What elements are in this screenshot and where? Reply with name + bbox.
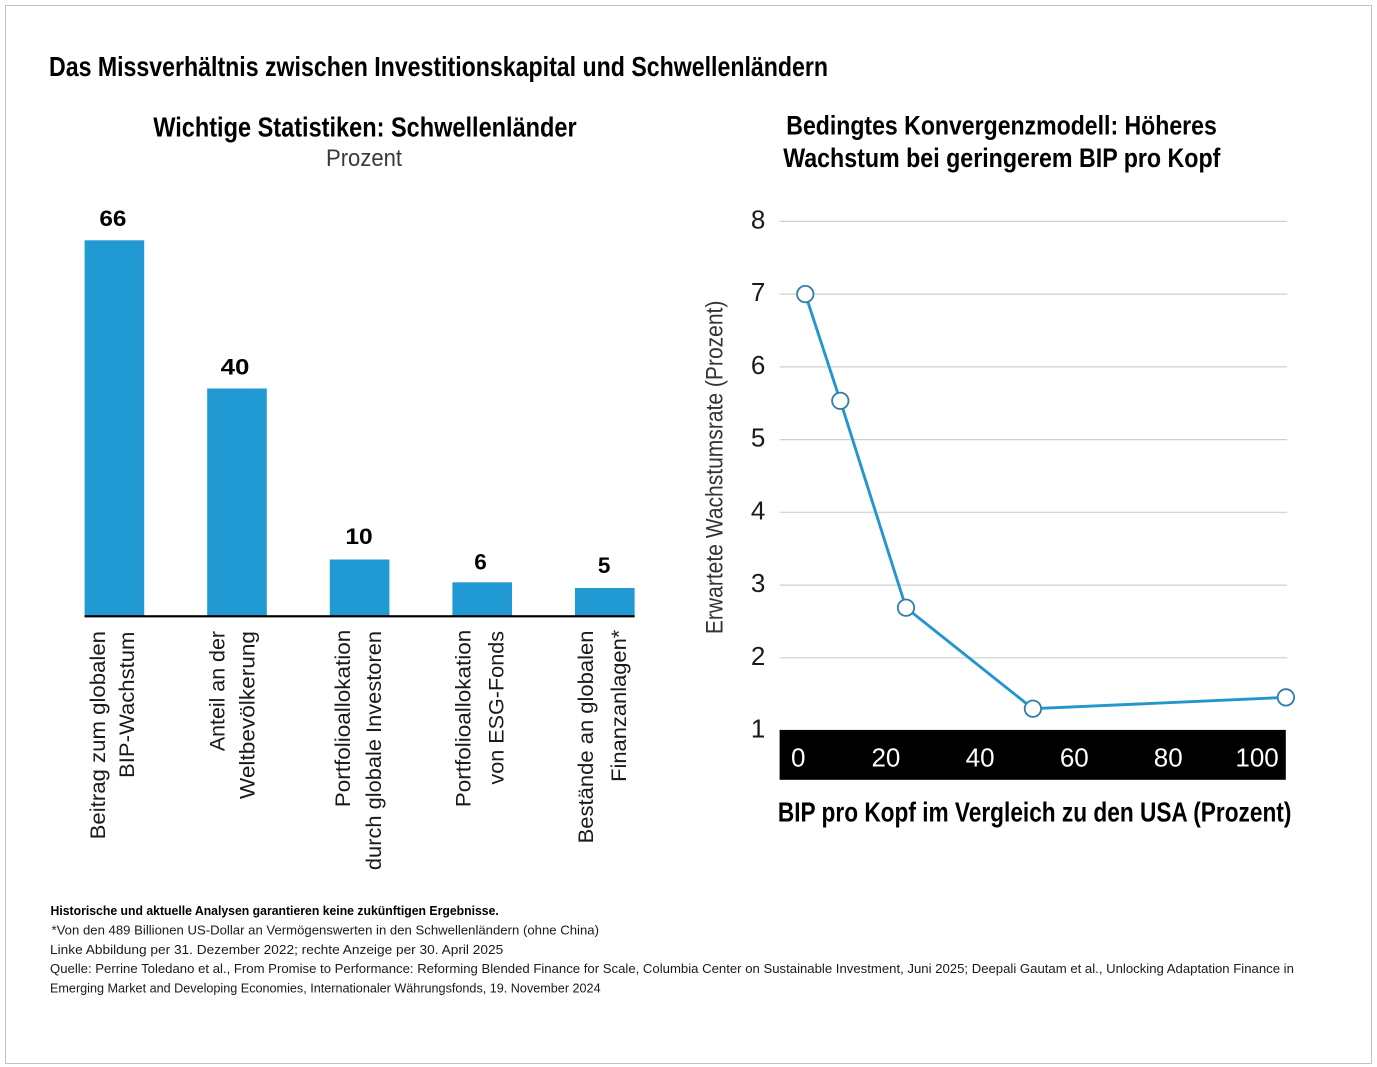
svg-text:Weltbevölkerung: Weltbevölkerung — [237, 631, 260, 799]
svg-text:durch globale Investoren: durch globale Investoren — [363, 631, 386, 870]
svg-text:3: 3 — [751, 568, 765, 598]
svg-text:5: 5 — [751, 423, 765, 453]
svg-text:Portfolioallokation: Portfolioallokation — [452, 630, 475, 808]
svg-text:Erwartete Wachstumsrate (Proze: Erwartete Wachstumsrate (Prozent) — [702, 301, 729, 635]
svg-text:2: 2 — [751, 641, 765, 671]
svg-text:Linke Abbildung per 31. Dezemb: Linke Abbildung per 31. Dezember 2022; r… — [50, 942, 503, 957]
svg-text:*Von den 489 Billionen US-Doll: *Von den 489 Billionen US-Dollar an Verm… — [52, 922, 600, 937]
svg-text:8: 8 — [751, 204, 765, 234]
svg-text:40: 40 — [966, 742, 995, 772]
svg-text:100: 100 — [1235, 742, 1278, 772]
svg-text:10: 10 — [345, 524, 372, 549]
svg-text:Historische und aktuelle Analy: Historische und aktuelle Analysen garant… — [51, 903, 499, 918]
svg-text:5: 5 — [598, 553, 611, 578]
svg-text:Emerging Market and Developing: Emerging Market and Developing Economies… — [50, 981, 601, 996]
svg-text:Prozent: Prozent — [326, 145, 402, 172]
svg-text:Beitrag zum globalen: Beitrag zum globalen — [87, 631, 110, 839]
svg-text:Bestände an globalen: Bestände an globalen — [575, 631, 598, 844]
svg-text:Bedingtes Konvergenzmodell: Hö: Bedingtes Konvergenzmodell: Höheres — [786, 111, 1217, 141]
svg-text:Anteil an der: Anteil an der — [207, 631, 230, 751]
svg-text:4: 4 — [751, 495, 765, 525]
svg-text:BIP pro Kopf im Vergleich zu d: BIP pro Kopf im Vergleich zu den USA (Pr… — [778, 797, 1292, 828]
svg-text:BIP-Wachstum: BIP-Wachstum — [116, 632, 139, 778]
svg-text:6: 6 — [751, 350, 765, 380]
svg-text:Portfolioallokation: Portfolioallokation — [332, 630, 355, 808]
svg-text:20: 20 — [871, 742, 900, 772]
svg-text:Das Missverhältnis zwischen In: Das Missverhältnis zwischen Investitions… — [49, 51, 828, 82]
svg-text:7: 7 — [751, 277, 765, 307]
svg-text:66: 66 — [99, 206, 126, 231]
svg-text:Wachstum bei geringerem BIP pr: Wachstum bei geringerem BIP pro Kopf — [783, 143, 1221, 173]
svg-text:von ESG-Fonds: von ESG-Fonds — [486, 631, 509, 785]
svg-text:1: 1 — [751, 714, 765, 744]
svg-text:80: 80 — [1154, 742, 1183, 772]
svg-text:Finanzanlagen*: Finanzanlagen* — [608, 630, 631, 782]
svg-text:Wichtige Statistiken: Schwelle: Wichtige Statistiken: Schwellenländer — [153, 112, 577, 143]
svg-text:60: 60 — [1060, 742, 1089, 772]
svg-text:6: 6 — [474, 549, 487, 574]
svg-text:Quelle: Perrine Toledano et al: Quelle: Perrine Toledano et al., From Pr… — [50, 961, 1294, 976]
svg-text:40: 40 — [221, 354, 250, 379]
svg-text:0: 0 — [791, 742, 805, 772]
